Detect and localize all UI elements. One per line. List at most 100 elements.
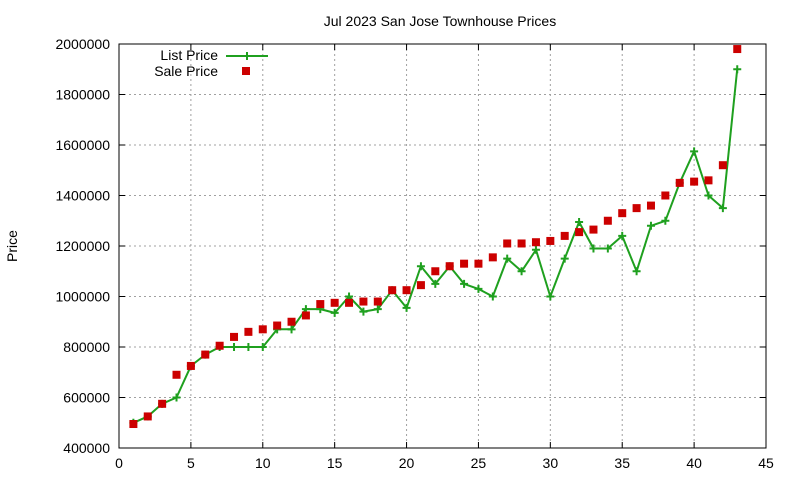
sale-price-point: [158, 399, 167, 408]
sale-price-point: [690, 177, 699, 186]
x-tick-label: 10: [255, 455, 271, 471]
list-price-point: [402, 303, 411, 312]
x-tick-label: 35: [614, 455, 630, 471]
axis-ticks: 0 5 10 15 20 25 30 35 40 45 400000 600000 800000 1000…: [55, 36, 774, 471]
sale-price-point: [186, 361, 195, 370]
sale-price-point: [675, 178, 684, 187]
sale-price-point: [230, 332, 239, 341]
x-tick-label: 40: [686, 455, 702, 471]
grid-lines: [119, 44, 766, 448]
list-price-point: [575, 218, 584, 227]
sale-price-point: [646, 201, 655, 210]
x-tick-label: 20: [399, 455, 415, 471]
sale-price-point: [258, 325, 267, 334]
sale-price-point: [373, 297, 382, 306]
y-tick-label: 1600000: [55, 137, 110, 153]
sale-price-point: [546, 236, 555, 245]
sale-price-point: [531, 238, 540, 247]
list-price-point: [230, 343, 239, 351]
sale-price-point: [201, 350, 210, 359]
x-tick-label: 5: [187, 455, 195, 471]
list-price-point: [733, 65, 742, 74]
sale-price-point: [172, 370, 181, 379]
list-price-point: [517, 267, 526, 276]
x-tick-label: 0: [115, 455, 123, 471]
sale-price-point: [575, 228, 584, 237]
sale-price-point: [560, 231, 569, 240]
sale-price-point: [431, 267, 440, 276]
sale-price-point: [460, 259, 469, 268]
sale-price-point: [388, 286, 397, 295]
list-price-point: [646, 221, 655, 230]
sale-price-point: [129, 420, 138, 429]
sale-price-point: [345, 298, 354, 307]
list-price-point: [603, 244, 612, 253]
sale-price-point: [244, 327, 253, 336]
y-tick-label: 1800000: [55, 87, 110, 103]
list-price-point: [589, 244, 598, 253]
sale-price-point: [316, 300, 325, 309]
list-price-point: [172, 393, 181, 402]
list-price-point: [546, 292, 555, 301]
list-price-point: [474, 284, 483, 293]
x-tick-label: 15: [327, 455, 343, 471]
y-axis-label: Price: [4, 230, 20, 262]
sale-price-point: [273, 321, 282, 330]
sale-price-point: [704, 176, 713, 185]
y-tick-label: 1200000: [55, 238, 110, 254]
y-tick-label: 400000: [63, 440, 110, 456]
list-price-point: [460, 279, 469, 288]
sale-price-point: [618, 209, 627, 218]
list-price-point: [531, 245, 540, 254]
sale-price-point: [215, 341, 224, 350]
list-price-point: [359, 307, 368, 316]
y-tick-label: 800000: [63, 339, 110, 355]
list-price-point: [618, 231, 627, 240]
sale-price-point: [402, 286, 411, 295]
sale-price-point: [733, 45, 742, 54]
list-price-point: [560, 254, 569, 263]
y-tick-label: 600000: [63, 390, 110, 406]
list-price-point: [690, 147, 699, 156]
list-price-point: [330, 308, 339, 317]
list-price-point: [704, 191, 713, 200]
legend-label-sale-price: Sale Price: [154, 63, 218, 79]
sale-price-point: [603, 216, 612, 225]
legend-label-list-price: List Price: [160, 47, 218, 63]
sale-price-point: [416, 281, 425, 290]
sale-price-point: [488, 253, 497, 262]
list-price-point: [661, 216, 670, 225]
sale-price-point: [330, 298, 339, 307]
list-price-point: [287, 325, 296, 334]
sale-price-point: [517, 239, 526, 248]
sale-price-point: [632, 204, 641, 213]
sale-price-point: [287, 317, 296, 326]
list-price-point: [373, 305, 382, 314]
legend-marker-sale-price: [242, 67, 250, 75]
legend: List Price Sale Price: [154, 47, 268, 79]
sale-price-point: [143, 412, 152, 421]
list-price-point: [431, 279, 440, 288]
sale-price-point: [474, 259, 483, 268]
list-price-point: [488, 292, 497, 301]
y-tick-label: 1400000: [55, 188, 110, 204]
y-tick-label: 1000000: [55, 289, 110, 305]
sale-price-point: [445, 262, 454, 271]
sale-price-point: [301, 311, 310, 320]
sale-price-point: [589, 225, 598, 234]
list-price-point: [244, 343, 253, 351]
list-price-point: [503, 254, 512, 263]
x-tick-label: 45: [758, 455, 774, 471]
x-tick-label: 30: [543, 455, 559, 471]
y-tick-label: 2000000: [55, 36, 110, 52]
x-tick-label: 25: [471, 455, 487, 471]
plot-frame: [118, 43, 767, 449]
list-price-point: [416, 262, 425, 271]
data-series: [129, 45, 742, 429]
list-price-point: [258, 343, 267, 351]
sale-price-point: [359, 297, 368, 306]
list-price-point: [718, 204, 727, 213]
chart-title: Jul 2023 San Jose Townhouse Prices: [324, 13, 556, 29]
sale-price-point: [718, 161, 727, 170]
